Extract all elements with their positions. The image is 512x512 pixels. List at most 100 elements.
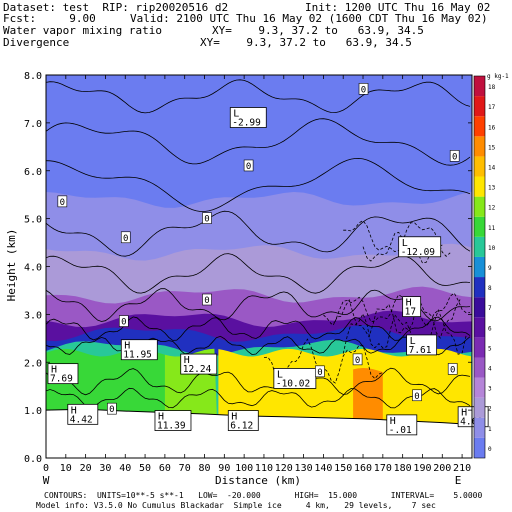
divergence-contour: [46, 288, 471, 322]
field-name-2: Divergence: [3, 36, 70, 49]
colorbar-tick-label: 9: [488, 265, 492, 272]
contour-value-label: 0: [317, 368, 322, 378]
divergence-contour: [46, 210, 471, 257]
x-tick-label: 200: [433, 463, 451, 474]
contour-value-label: 0: [361, 85, 366, 95]
colorbar-tick-label: 15: [488, 144, 496, 151]
colorbar-tick-label: 12: [488, 205, 496, 212]
extremum-box: [273, 368, 317, 389]
contour-label-box: [352, 353, 363, 366]
divergence-contour: [46, 316, 471, 341]
colorbar-tick-label: 11: [488, 225, 496, 232]
east-end-label: E: [455, 474, 462, 487]
colorbar-tick-label: 2: [488, 406, 492, 413]
contour-label-box: [120, 231, 131, 244]
colorbar-tick-label: 4: [488, 366, 492, 373]
extremum-box: [180, 353, 218, 375]
colorbar-tick-label: 7: [488, 305, 492, 312]
colorbar-swatch: [474, 176, 485, 197]
cross-section-endpoints-1: XY= 9.3, 37.2 to 63.9, 34.5: [212, 24, 424, 37]
contour-value-label: 0: [121, 318, 126, 328]
colorbar-frame: [473, 75, 486, 459]
colorbar-tick-label: 8: [488, 285, 492, 292]
y-tick-label: 7.0: [24, 119, 42, 130]
x-tick-label: 40: [119, 463, 131, 474]
divergence-contour: [46, 157, 471, 212]
x-tick-label: 210: [453, 463, 471, 474]
colorbar-swatch: [474, 236, 485, 257]
contour-label-box: [202, 293, 212, 306]
contour-label-box: [107, 402, 117, 415]
extremum-type-label: H: [124, 341, 130, 352]
colorbar-unit-label: g kg-1: [487, 73, 509, 80]
y-tick-label: 3.0: [24, 310, 42, 321]
divergence-contour: [46, 387, 471, 409]
x-tick-label: 120: [275, 463, 293, 474]
contour-label-box: [447, 363, 458, 375]
divergence-contour: [46, 335, 471, 356]
extremum-type-label: H: [231, 412, 237, 423]
colorbar-tick-label: 17: [488, 104, 496, 111]
extremum-box: [398, 236, 442, 258]
extremum-type-label: L: [410, 336, 416, 347]
y-axis-label: Height (km): [5, 229, 18, 302]
colorbar-swatch: [474, 317, 485, 338]
contour-value-label: 0: [414, 392, 419, 402]
colorbar-swatch: [474, 357, 485, 378]
contour-label-box: [449, 150, 460, 162]
extremum-type-label: H: [390, 416, 396, 427]
extremum-type-label: H: [406, 298, 412, 309]
contour-label-box: [358, 83, 369, 95]
extremum-box: [227, 410, 259, 431]
divergence-contour: [46, 118, 471, 166]
contour-label-box: [57, 195, 68, 208]
y-tick-label: 0.0: [24, 454, 42, 465]
extremum-value-label: 11.95: [123, 350, 152, 361]
contour-label-box: [202, 212, 212, 224]
x-tick-label: 20: [80, 463, 92, 474]
x-tick-label: 90: [218, 463, 230, 474]
colorbar-swatch: [474, 136, 485, 157]
extremum-value-label: 7.69: [50, 374, 73, 385]
contour-label-box: [412, 389, 422, 402]
extremum-value-label: 6.12: [230, 421, 253, 432]
extremum-value-label: -.01: [389, 425, 412, 436]
contour-value-label: 0: [246, 162, 251, 172]
x-tick-label: 140: [314, 463, 332, 474]
contour-value-label: 0: [204, 296, 209, 306]
x-tick-label: 160: [354, 463, 372, 474]
colorbar-swatch: [474, 256, 485, 278]
extremum-box: [229, 107, 267, 128]
cross-section-endpoints-2: XY= 9.3, 37.2 to 63.9, 34.5: [200, 36, 412, 49]
colorbar-swatch: [474, 96, 485, 117]
extremum-type-label: L: [402, 238, 408, 249]
colorbar-swatch: [474, 417, 485, 438]
colorbar-swatch: [474, 397, 485, 418]
colorbar-swatch: [474, 297, 485, 318]
x-tick-label: 80: [198, 463, 210, 474]
colorbar-swatch: [474, 116, 485, 137]
extremum-box: [47, 363, 79, 385]
colorbar-tick-label: 13: [488, 185, 496, 192]
extremum-type-label: L: [277, 369, 283, 380]
colorbar-tick-label: 6: [488, 325, 492, 332]
extremum-value-label: 11.39: [157, 421, 186, 432]
contour-value-label: 0: [60, 198, 65, 208]
west-end-label: W: [43, 474, 50, 487]
contour-label-box: [118, 315, 129, 327]
colorbar-tick-label: 14: [488, 164, 496, 171]
extremum-value-label: -12.09: [401, 247, 436, 258]
x-tick-label: 170: [374, 463, 392, 474]
extremum-value-label: 12.24: [183, 364, 212, 375]
extremum-type-label: H: [71, 405, 77, 416]
extremum-value-label: 7.61: [409, 345, 432, 356]
x-tick-label: 30: [99, 463, 111, 474]
y-tick-label: 5.0: [24, 215, 42, 226]
y-tick-label: 8.0: [24, 71, 42, 82]
x-tick-label: 60: [159, 463, 171, 474]
x-tick-label: 180: [394, 463, 412, 474]
contour-value-label: 0: [355, 356, 360, 366]
model-info: Model info: V3.5.0 No Cumulus Blackadar …: [36, 501, 436, 510]
x-tick-label: 130: [295, 463, 313, 474]
extremum-type-label: L: [233, 109, 239, 120]
